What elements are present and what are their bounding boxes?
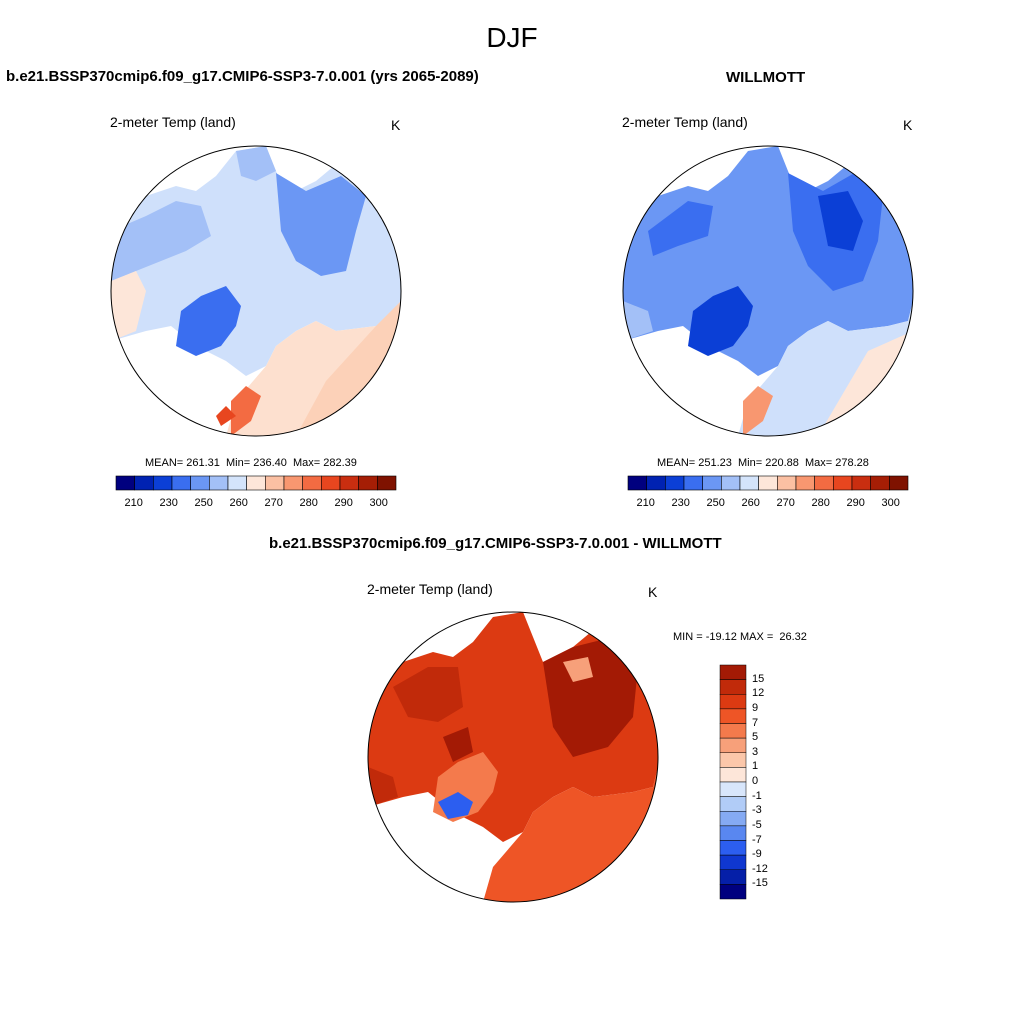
colorbar-tick-label: 250 xyxy=(194,497,213,509)
colorbar-swatch xyxy=(719,854,747,870)
colorbar-swatch xyxy=(339,475,359,491)
panel1-colorbar xyxy=(115,475,397,491)
colorbar-swatch xyxy=(719,767,747,783)
panel3-polar-map xyxy=(367,611,659,903)
panel2-colorbar-ticks: 210 230 250 260 270 280 290 300 xyxy=(628,497,908,511)
colorbar-swatch xyxy=(758,475,778,491)
colorbar-swatch xyxy=(870,475,890,491)
colorbar-tick-label: -3 xyxy=(752,804,762,817)
colorbar-tick-label: 1 xyxy=(752,760,759,773)
colorbar-swatch xyxy=(719,811,747,827)
colorbar-swatch xyxy=(302,475,322,491)
colorbar-swatch xyxy=(833,475,853,491)
colorbar-swatch xyxy=(153,475,173,491)
colorbar-tick-label: 270 xyxy=(264,497,283,509)
colorbar-tick-label: 5 xyxy=(752,731,759,744)
colorbar-swatch xyxy=(702,475,722,491)
colorbar-tick-label: 12 xyxy=(752,687,765,700)
colorbar-tick-label: -12 xyxy=(752,862,768,875)
colorbar-tick-label: -7 xyxy=(752,833,762,846)
panel1-colorbar-ticks: 210 230 250 260 270 280 290 300 xyxy=(116,497,396,511)
colorbar-swatch xyxy=(646,475,666,491)
colorbar-swatch xyxy=(721,475,741,491)
colorbar-tick-label: 210 xyxy=(636,497,655,509)
colorbar-tick-label: 0 xyxy=(752,775,759,787)
colorbar-tick-label: 290 xyxy=(334,497,353,509)
colorbar-swatch xyxy=(719,679,747,695)
panel3-stats: MIN = -19.12 MAX = 26.32 xyxy=(673,631,807,643)
colorbar-swatch xyxy=(851,475,871,491)
colorbar-swatch xyxy=(719,781,747,797)
colorbar-swatch xyxy=(246,475,266,491)
colorbar-tick-label: 15 xyxy=(752,672,765,685)
panel3-title: b.e21.BSSP370cmip6.f09_g17.CMIP6-SSP3-7.… xyxy=(269,535,722,552)
figure-title: DJF xyxy=(486,22,538,53)
colorbar-swatch xyxy=(665,475,685,491)
colorbar-swatch xyxy=(719,664,747,680)
colorbar-swatch xyxy=(321,475,341,491)
colorbar-swatch xyxy=(209,475,229,491)
colorbar-swatch xyxy=(795,475,815,491)
colorbar-swatch xyxy=(719,708,747,724)
colorbar-swatch xyxy=(134,475,154,491)
colorbar-tick-label: 280 xyxy=(811,497,830,509)
panel3-variable: 2-meter Temp (land) xyxy=(367,581,493,597)
colorbar-swatch xyxy=(814,475,834,491)
colorbar-tick-label: -15 xyxy=(752,877,768,890)
colorbar-tick-label: 230 xyxy=(159,497,178,509)
colorbar-swatch xyxy=(777,475,797,491)
panel1-units: K xyxy=(391,117,401,133)
panel1-variable: 2-meter Temp (land) xyxy=(110,114,236,130)
colorbar-swatch xyxy=(889,475,909,491)
panel1-polar-map xyxy=(110,145,402,437)
colorbar-swatch xyxy=(115,475,135,491)
colorbar-swatch xyxy=(739,475,759,491)
colorbar-tick-label: -1 xyxy=(752,789,762,802)
colorbar-tick-label: 280 xyxy=(299,497,318,509)
colorbar-swatch xyxy=(358,475,378,491)
colorbar-tick-label: 300 xyxy=(369,497,388,509)
panel3-colorbar xyxy=(719,664,747,900)
colorbar-tick-label: 230 xyxy=(671,497,690,509)
colorbar-tick-label: 7 xyxy=(752,716,759,729)
colorbar-swatch xyxy=(171,475,191,491)
colorbar-swatch xyxy=(719,737,747,753)
colorbar-tick-label: 250 xyxy=(706,497,725,509)
colorbar-swatch xyxy=(377,475,397,491)
colorbar-tick-label: 270 xyxy=(776,497,795,509)
colorbar-tick-label: 3 xyxy=(752,745,759,758)
colorbar-swatch xyxy=(719,752,747,768)
colorbar-swatch xyxy=(683,475,703,491)
colorbar-swatch xyxy=(719,869,747,885)
panel2-variable: 2-meter Temp (land) xyxy=(622,114,748,130)
panel3-units: K xyxy=(648,584,658,600)
colorbar-swatch xyxy=(283,475,303,491)
colorbar-tick-label: 210 xyxy=(124,497,143,509)
colorbar-tick-label: 300 xyxy=(881,497,900,509)
colorbar-tick-label: -9 xyxy=(752,848,762,861)
panel2-stats: MEAN= 251.23 Min= 220.88 Max= 278.28 xyxy=(657,457,869,469)
colorbar-tick-label: 9 xyxy=(752,701,759,714)
colorbar-swatch xyxy=(719,840,747,856)
panel3-colorbar-labels: 15 12 9 7 5 3 1 0 -1 -3 -5 -7 -9 -12 -15 xyxy=(752,665,792,899)
panel2-colorbar xyxy=(627,475,909,491)
colorbar-swatch xyxy=(719,723,747,739)
colorbar-tick-label: -5 xyxy=(752,818,762,831)
colorbar-tick-label: 260 xyxy=(229,497,248,509)
colorbar-swatch xyxy=(627,475,647,491)
colorbar-swatch xyxy=(227,475,247,491)
panel2-title: WILLMOTT xyxy=(726,69,806,86)
panel1-title: b.e21.BSSP370cmip6.f09_g17.CMIP6-SSP3-7.… xyxy=(6,68,479,85)
colorbar-swatch xyxy=(719,825,747,841)
colorbar-swatch xyxy=(265,475,285,491)
colorbar-swatch xyxy=(719,694,747,710)
panel1-stats: MEAN= 261.31 Min= 236.40 Max= 282.39 xyxy=(145,457,357,469)
colorbar-tick-label: 260 xyxy=(741,497,760,509)
colorbar-swatch xyxy=(190,475,210,491)
panel2-units: K xyxy=(903,117,913,133)
colorbar-swatch xyxy=(719,884,747,900)
colorbar-swatch xyxy=(719,796,747,812)
panel2-polar-map xyxy=(622,145,914,437)
colorbar-tick-label: 290 xyxy=(846,497,865,509)
